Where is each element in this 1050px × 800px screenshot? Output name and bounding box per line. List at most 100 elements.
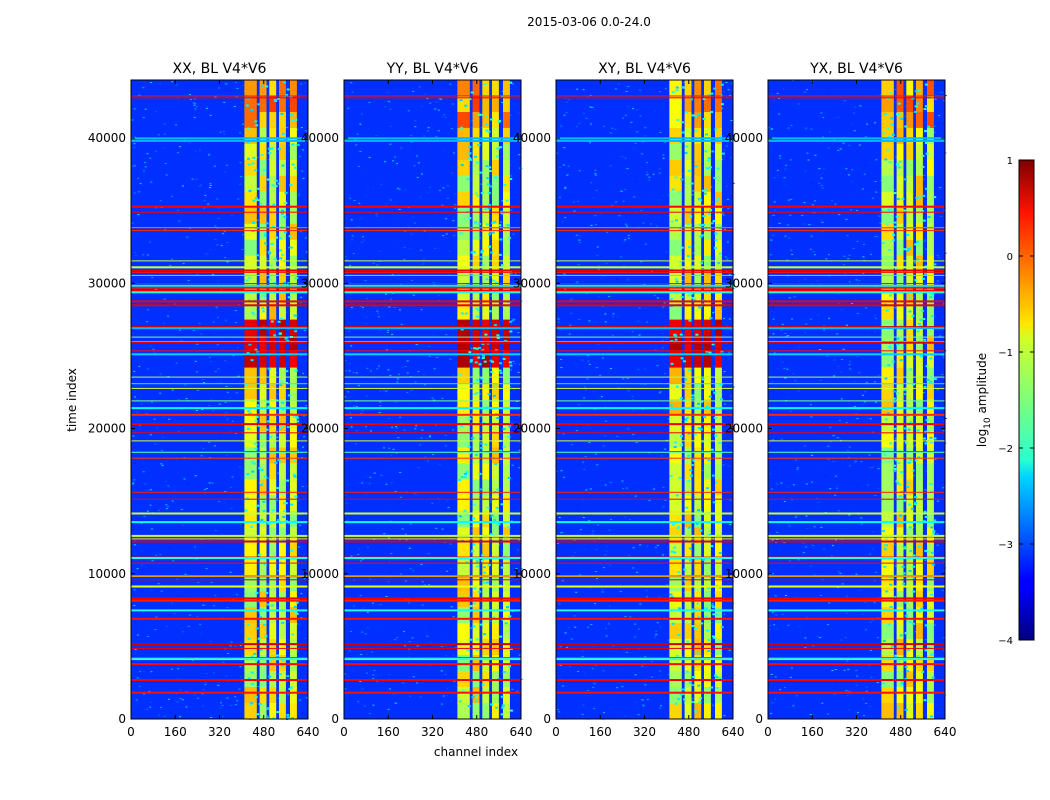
column-segment — [715, 351, 722, 369]
flag-line — [556, 327, 733, 330]
column-segment — [669, 143, 682, 161]
column-segment — [906, 687, 914, 704]
flag-line — [131, 137, 308, 140]
flag-line — [131, 585, 308, 588]
y-tick-label: 30000 — [513, 276, 551, 290]
column-segment — [669, 479, 682, 496]
flag-line — [344, 617, 521, 620]
flag-line — [768, 617, 945, 620]
column-segment — [503, 303, 510, 321]
column-segment — [896, 591, 904, 608]
column-segment — [896, 223, 904, 241]
column-segment — [715, 335, 722, 353]
column-segment — [684, 335, 692, 353]
column-segment — [259, 591, 267, 608]
column-segment — [715, 367, 722, 385]
column-segment — [472, 80, 480, 97]
column-segment — [704, 575, 711, 592]
column-segment — [269, 351, 277, 369]
colorbar-tick-label: −3 — [998, 540, 1013, 551]
column-segment — [715, 447, 722, 464]
column-segment — [704, 495, 711, 512]
flag-line — [768, 491, 945, 493]
flag-line — [344, 657, 521, 659]
column-segment — [669, 175, 682, 193]
column-segment — [482, 175, 490, 193]
column-segment — [492, 239, 499, 257]
column-segment — [472, 543, 480, 560]
column-segment — [492, 191, 499, 209]
flag-line — [768, 326, 945, 328]
column-segment — [290, 591, 297, 608]
flag-line — [344, 413, 521, 416]
column-segment — [916, 431, 923, 448]
flag-line — [344, 679, 521, 681]
column-segment — [704, 559, 711, 576]
column-segment — [279, 175, 286, 193]
column-segment — [694, 255, 702, 273]
flag-line — [768, 137, 945, 140]
column-segment — [669, 703, 682, 720]
column-segment — [279, 239, 286, 257]
column-segment — [927, 96, 934, 113]
column-segment — [896, 239, 904, 257]
column-segment — [503, 447, 510, 464]
column-segment — [715, 80, 722, 97]
column-segment — [492, 639, 499, 656]
column-segment — [492, 271, 499, 289]
column-segment — [684, 559, 692, 576]
flag-line — [556, 230, 733, 232]
column-segment — [694, 607, 702, 624]
column-segment — [279, 80, 286, 97]
column-segment — [916, 127, 923, 145]
column-segment — [927, 479, 934, 496]
column-segment — [503, 112, 510, 129]
flag-line — [344, 341, 521, 344]
flag-line — [344, 326, 521, 328]
flag-line — [344, 137, 521, 140]
column-segment — [927, 175, 934, 193]
flag-line — [131, 353, 308, 356]
column-segment — [704, 96, 711, 113]
column-segment — [694, 287, 702, 305]
column-segment — [669, 335, 682, 353]
column-segment — [906, 191, 914, 209]
column-segment — [279, 367, 286, 385]
flag-line — [768, 562, 945, 564]
flag-line — [768, 300, 945, 303]
column-segment — [684, 303, 692, 321]
column-segment — [244, 591, 257, 608]
column-segment — [694, 495, 702, 512]
column-segment — [704, 255, 711, 273]
flag-line — [131, 95, 308, 97]
column-segment — [279, 575, 286, 592]
flag-line — [556, 350, 733, 352]
column-segment — [503, 559, 510, 576]
column-segment — [457, 543, 470, 560]
flag-line — [131, 383, 308, 385]
column-segment — [906, 479, 914, 496]
flag-line — [344, 274, 521, 276]
flag-line — [556, 657, 733, 659]
column-segment — [269, 607, 277, 624]
column-segment — [927, 80, 934, 97]
y-tick-label: 40000 — [301, 131, 339, 145]
column-segment — [482, 703, 490, 720]
column-segment — [916, 287, 923, 305]
column-segment — [244, 575, 257, 592]
column-segment — [715, 623, 722, 640]
flag-line — [344, 609, 521, 612]
column-segment — [715, 96, 722, 113]
column-segment — [290, 143, 297, 161]
column-segment — [669, 159, 682, 177]
column-segment — [916, 591, 923, 608]
column-segment — [684, 96, 692, 113]
column-segment — [906, 607, 914, 624]
column-segment — [503, 271, 510, 289]
flag-line — [131, 327, 308, 330]
flag-line — [344, 353, 521, 356]
column-segment — [927, 112, 934, 129]
flag-line — [131, 271, 308, 273]
column-segment — [472, 159, 480, 177]
column-segment — [290, 367, 297, 385]
